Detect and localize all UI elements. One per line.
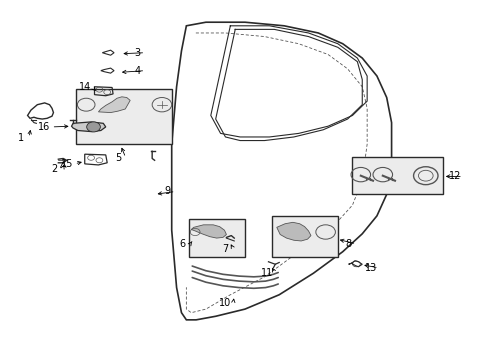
Polygon shape xyxy=(98,97,130,113)
Polygon shape xyxy=(72,122,106,132)
Text: 14: 14 xyxy=(78,82,91,93)
Text: 13: 13 xyxy=(365,263,377,273)
Bar xyxy=(76,89,172,144)
Text: 15: 15 xyxy=(60,159,73,169)
Circle shape xyxy=(87,122,100,132)
Text: 12: 12 xyxy=(449,171,461,181)
Bar xyxy=(352,157,443,194)
Text: 11: 11 xyxy=(261,267,273,278)
Text: 6: 6 xyxy=(179,239,186,249)
Text: 4: 4 xyxy=(134,66,141,76)
Polygon shape xyxy=(191,225,226,238)
Text: 5: 5 xyxy=(115,153,121,163)
Text: 3: 3 xyxy=(134,48,141,58)
Text: 1: 1 xyxy=(18,133,24,143)
Text: 10: 10 xyxy=(220,298,232,308)
Bar xyxy=(189,220,245,257)
Text: 7: 7 xyxy=(222,244,228,254)
Polygon shape xyxy=(277,222,311,241)
Text: 9: 9 xyxy=(165,186,171,197)
Text: 2: 2 xyxy=(51,164,57,174)
Text: 8: 8 xyxy=(345,239,352,249)
Bar xyxy=(272,216,338,257)
Text: 16: 16 xyxy=(38,122,50,132)
